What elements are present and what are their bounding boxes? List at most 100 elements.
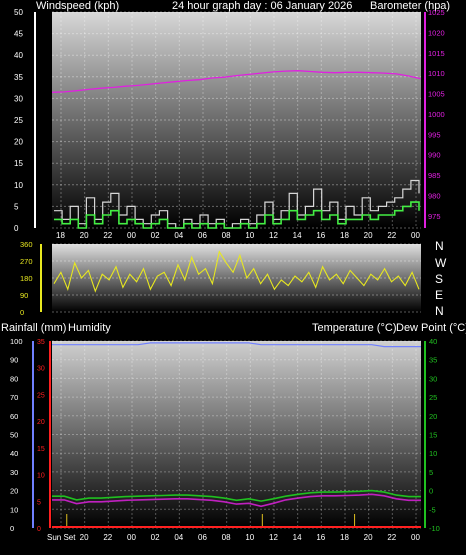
wind-x-tick-label: 06 [198, 231, 207, 240]
barometer-series-line [51, 70, 422, 93]
temperature-tick-label: 0 [429, 487, 433, 496]
wind-x-tick-label: 04 [174, 231, 183, 240]
temperature-x-tick-label: 20 [80, 533, 89, 542]
temperature-x-tick-label: 18 [340, 533, 349, 542]
wind-x-tick-label: 20 [80, 231, 89, 240]
direction-label-n-bottom: N [435, 304, 444, 318]
wind-x-tick-label: 22 [103, 231, 112, 240]
barometer-tick-label: 1000 [428, 110, 445, 119]
wind-tick-label: 15 [14, 159, 23, 168]
wind-x-tick-label: 08 [222, 231, 231, 240]
temperature-tick-label: 25 [429, 393, 437, 402]
rain-rate-tick-label: 35 [37, 339, 45, 346]
direction-tick-label: 270 [20, 257, 33, 266]
direction-tick-label: 0 [20, 308, 24, 317]
barometer-tick-label: 1010 [428, 69, 445, 78]
barometer-tick-label: 1020 [428, 28, 445, 37]
wind-tick-label: 40 [14, 51, 23, 60]
rain-rate-tick-label: 20 [37, 419, 45, 426]
barometer-tick-label: 980 [428, 191, 441, 200]
barometer-tick-label: 1015 [428, 49, 445, 58]
direction-plot-area [52, 244, 421, 312]
temperature-tick-label: 20 [429, 412, 437, 421]
barometer-tick-label: 995 [428, 130, 441, 139]
barometer-axis-title: Barometer (hpa) [370, 0, 451, 12]
temperature-x-tick-label: 20 [364, 533, 373, 542]
humidity-tick-label: 10 [10, 505, 18, 514]
rain-rate-axis-line [49, 341, 51, 528]
wind-x-tick-label: 00 [127, 231, 136, 240]
wind-x-tick-label: 18 [56, 231, 65, 240]
wind-tick-label: 50 [14, 8, 23, 17]
temperature-x-tick-label: 10 [245, 533, 254, 542]
temperature-tick-label: -5 [429, 505, 436, 514]
direction-label-e: E [435, 288, 444, 302]
humidity-tick-label: 90 [10, 356, 18, 365]
direction-tick-label: 360 [20, 240, 33, 249]
wind-x-tick-label: 16 [316, 231, 325, 240]
rain-rate-tick-label: 0 [37, 526, 41, 533]
barometer-tick-label: 1005 [428, 90, 445, 99]
humidity-tick-label: 30 [10, 468, 18, 477]
humidity-series-line [52, 342, 421, 348]
temperature-x-tick-label: 16 [316, 533, 325, 542]
barometer-tick-label: 975 [428, 212, 441, 221]
temperature-x-tick-label: 22 [387, 533, 396, 542]
temperature-tick-label: 10 [429, 449, 437, 458]
humidity-tick-label: 60 [10, 412, 18, 421]
wind-tick-label: 5 [14, 202, 19, 211]
humidity-tick-label: 40 [10, 449, 18, 458]
wind-tick-label: 30 [14, 94, 23, 103]
temperature-axis-title: Temperature (°C) [312, 322, 397, 334]
humidity-tick-label: 20 [10, 487, 18, 496]
wind-x-tick-label: 18 [340, 231, 349, 240]
temperature-x-tick-label: 12 [269, 533, 278, 542]
temperature-x-tick-label: 22 [103, 533, 112, 542]
barometer-tick-label: 985 [428, 171, 441, 180]
wind-plot-area [52, 12, 421, 228]
dew-point-series-line [52, 493, 421, 508]
wind-x-tick-label: 00 [411, 231, 420, 240]
direction-axis-line [40, 244, 42, 312]
rain-rate-tick-label: 25 [37, 392, 45, 399]
temperature-tick-label: 15 [429, 431, 437, 440]
rainfall-axis-title: Rainfall (mm) [1, 322, 67, 334]
humidity-tick-label: 100 [10, 337, 23, 346]
wind-tick-label: 0 [14, 224, 19, 233]
wind-tick-label: 45 [14, 30, 23, 39]
direction-tick-label: 180 [20, 274, 33, 283]
dew-point-axis-title: Dew Point (°C) [396, 322, 466, 334]
wind-x-tick-label: 14 [293, 231, 302, 240]
temperature-axis-line [424, 341, 426, 528]
direction-label-s: S [435, 272, 444, 286]
wind-tick-label: 20 [14, 138, 23, 147]
wind-x-tick-label: 12 [269, 231, 278, 240]
rain-rate-tick-label: 30 [37, 366, 45, 373]
humidity-tick-label: 0 [10, 524, 14, 533]
barometer-tick-label: 1025 [428, 8, 445, 17]
direction-tick-label: 90 [20, 291, 28, 300]
temperature-x-tick-label: 04 [174, 533, 183, 542]
rain-rate-tick-label: 15 [37, 446, 45, 453]
temperature-x-tick-label: 02 [151, 533, 160, 542]
wind-x-tick-label: 02 [151, 231, 160, 240]
temperature-x-tick-label: 14 [293, 533, 302, 542]
humidity-tick-label: 70 [10, 393, 18, 402]
wind-axis-line [34, 12, 36, 228]
wind-x-tick-label: 10 [245, 231, 254, 240]
humidity-axis-line [32, 341, 34, 528]
temperature-tick-label: 30 [429, 374, 437, 383]
wind-average-series-line [54, 201, 420, 229]
temperature-x-tick-label: 08 [222, 533, 231, 542]
wind-axis-title: Windspeed (kph) [36, 0, 120, 12]
temperature-tick-label: 5 [429, 468, 433, 477]
direction-label-n-top: N [435, 239, 444, 253]
rain-rate-tick-label: 5 [37, 499, 41, 506]
wind-tick-label: 35 [14, 73, 23, 82]
wind-direction-series-line [53, 250, 420, 293]
temperature-tick-label: 40 [429, 337, 437, 346]
humidity-tick-label: 50 [10, 431, 18, 440]
wind-x-tick-label: 20 [364, 231, 373, 240]
temperature-x-tick-label: 06 [198, 533, 207, 542]
